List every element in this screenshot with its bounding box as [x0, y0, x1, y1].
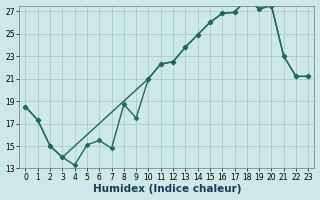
X-axis label: Humidex (Indice chaleur): Humidex (Indice chaleur) [93, 184, 241, 194]
